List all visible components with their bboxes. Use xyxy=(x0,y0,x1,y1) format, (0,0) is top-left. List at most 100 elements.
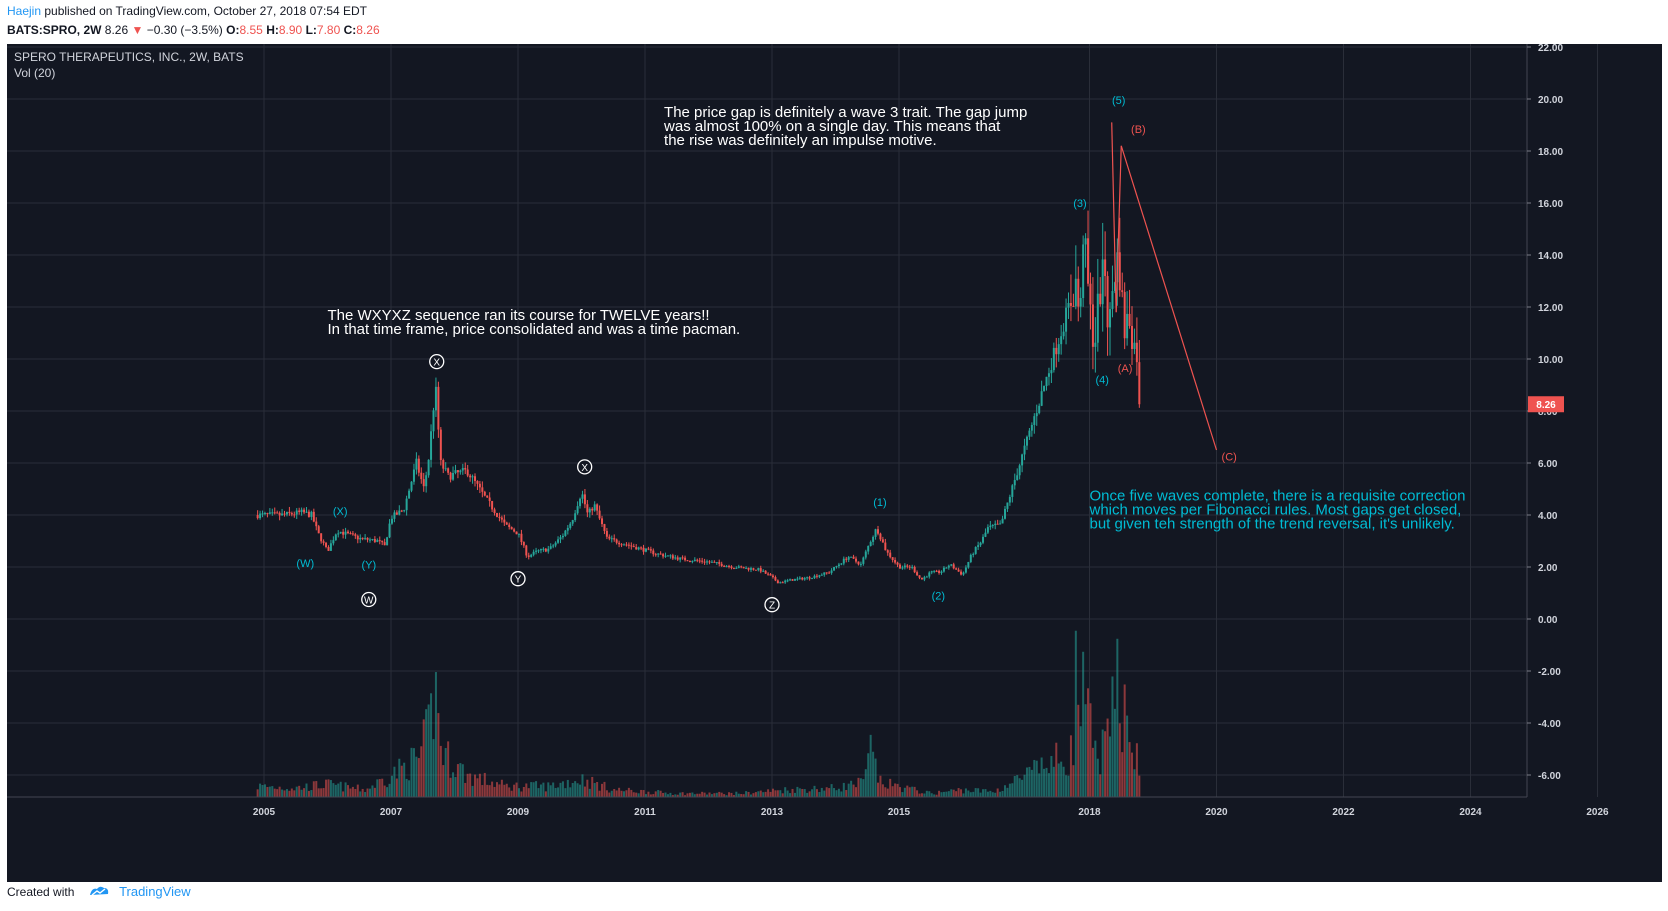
candle-body xyxy=(715,562,718,564)
tradingview-link[interactable]: TradingView xyxy=(119,884,191,899)
candle-body xyxy=(1087,238,1090,284)
candle-body xyxy=(935,570,938,572)
low-label: L: xyxy=(305,23,317,37)
candle-body xyxy=(1067,302,1070,308)
volume-bar xyxy=(627,787,630,797)
candle-body xyxy=(669,555,672,557)
candle-body xyxy=(613,538,616,540)
volume-bar xyxy=(596,781,599,797)
price-axis[interactable]: 22.00 20.00 18.00 16.00 14.00 12.00 10.00 8.00 6… xyxy=(1526,43,1564,797)
candle-body xyxy=(361,537,364,539)
candle-body xyxy=(1055,347,1058,355)
y-tick-label: 20.00 xyxy=(1538,95,1563,106)
volume-bar xyxy=(395,778,398,797)
candle-body xyxy=(410,481,413,491)
volume-bar xyxy=(505,783,508,797)
y-tick-label: -2.00 xyxy=(1538,667,1561,678)
volume-bar xyxy=(1050,756,1053,797)
wave-circle-label xyxy=(361,591,377,608)
volume-bar xyxy=(544,791,547,797)
volume-bar xyxy=(581,774,584,797)
candle-body xyxy=(713,561,716,563)
candle-body xyxy=(525,545,528,556)
candle-body xyxy=(315,521,318,527)
volume-bar xyxy=(1062,766,1065,797)
candle-body xyxy=(469,475,472,478)
candle-body xyxy=(942,567,945,572)
volume-bar xyxy=(791,788,794,797)
candle-body xyxy=(586,504,589,513)
annotation-line: Once five waves complete, there is a req… xyxy=(1090,488,1466,505)
volume-bar xyxy=(974,788,977,797)
volume-bar xyxy=(684,795,687,797)
volume-bar xyxy=(293,790,296,797)
volume-bar xyxy=(259,783,262,797)
candle-body xyxy=(408,490,411,499)
candle-body xyxy=(422,479,425,487)
volume-bar xyxy=(1087,688,1090,797)
volume-bar xyxy=(1067,775,1070,797)
volume-bar xyxy=(295,786,298,797)
candle-body xyxy=(459,470,462,473)
candle-body xyxy=(830,570,833,573)
candle-body xyxy=(373,539,376,542)
candle-body xyxy=(725,565,728,567)
candle-body xyxy=(659,553,662,555)
annotations: The price gap is definitely a wave 3 tra… xyxy=(328,104,1466,533)
volume-bar xyxy=(896,783,899,797)
volume-bar xyxy=(522,786,525,797)
candle-body xyxy=(466,469,469,476)
volume-bar xyxy=(354,789,357,797)
candle-body xyxy=(1089,283,1092,305)
candle-body xyxy=(293,514,296,516)
volume-bar xyxy=(334,784,337,797)
y-tick-label: 14.00 xyxy=(1538,251,1563,262)
volume-bar xyxy=(310,790,313,797)
candle-body xyxy=(513,529,516,532)
tradingview-logo-icon[interactable] xyxy=(88,884,110,901)
volume-bar xyxy=(781,793,784,797)
candle-body xyxy=(593,504,596,511)
candle-body xyxy=(710,561,713,563)
candle-body xyxy=(637,547,640,550)
candle-body xyxy=(781,582,784,584)
annotation-line: was almost 100% on a single day. This me… xyxy=(663,118,1001,135)
volume-bar xyxy=(1069,735,1072,797)
annotation-line: the rise was definitely an impulse motiv… xyxy=(664,132,937,149)
candle-body xyxy=(432,410,435,432)
volume-bar xyxy=(676,794,679,797)
volume-bar xyxy=(483,772,486,797)
volume-bar xyxy=(495,782,498,797)
volume-bar xyxy=(542,782,545,797)
candle-body xyxy=(305,511,308,513)
candle-body xyxy=(1084,238,1087,245)
volume-bar xyxy=(437,713,440,797)
wave-label: (4) xyxy=(1095,375,1108,387)
volume-bar xyxy=(1096,758,1099,797)
volume-bar xyxy=(283,790,286,797)
publisher-link[interactable]: Haejin xyxy=(7,4,42,18)
volume-bar xyxy=(537,788,540,797)
volume-bar xyxy=(281,789,284,797)
volume-bar xyxy=(1038,773,1041,797)
last-price: 8.26 xyxy=(104,23,129,37)
time-axis[interactable]: 2005 2007 2009 2011 2013 2015 2018 2020 2022 2024… xyxy=(7,796,1609,818)
candle-body xyxy=(708,561,711,563)
volume-bar xyxy=(342,791,345,797)
close-value: 8.26 xyxy=(356,23,380,37)
candle-body xyxy=(977,545,980,547)
volume-bar xyxy=(371,785,374,797)
candle-body xyxy=(886,550,889,553)
wave-label-text: W xyxy=(364,596,374,607)
volume-bar xyxy=(996,788,999,797)
volume-bar xyxy=(815,789,818,797)
candle-body xyxy=(1011,485,1014,497)
candle-body xyxy=(945,567,948,569)
candle-body xyxy=(378,540,381,542)
price-chart[interactable]: X X Y W Z (X) (W) (Y) (1) (2) (3) (4) (5) (B) (A) (C) T… xyxy=(7,43,1662,882)
candle-body xyxy=(664,555,667,557)
candle-body xyxy=(889,552,892,558)
volume-bar xyxy=(903,787,906,797)
candle-body xyxy=(561,535,564,538)
chart-panel[interactable]: X X Y W Z (X) (W) (Y) (1) (2) (3) (4) (5) (B) (A) (C) T… xyxy=(7,43,1662,882)
